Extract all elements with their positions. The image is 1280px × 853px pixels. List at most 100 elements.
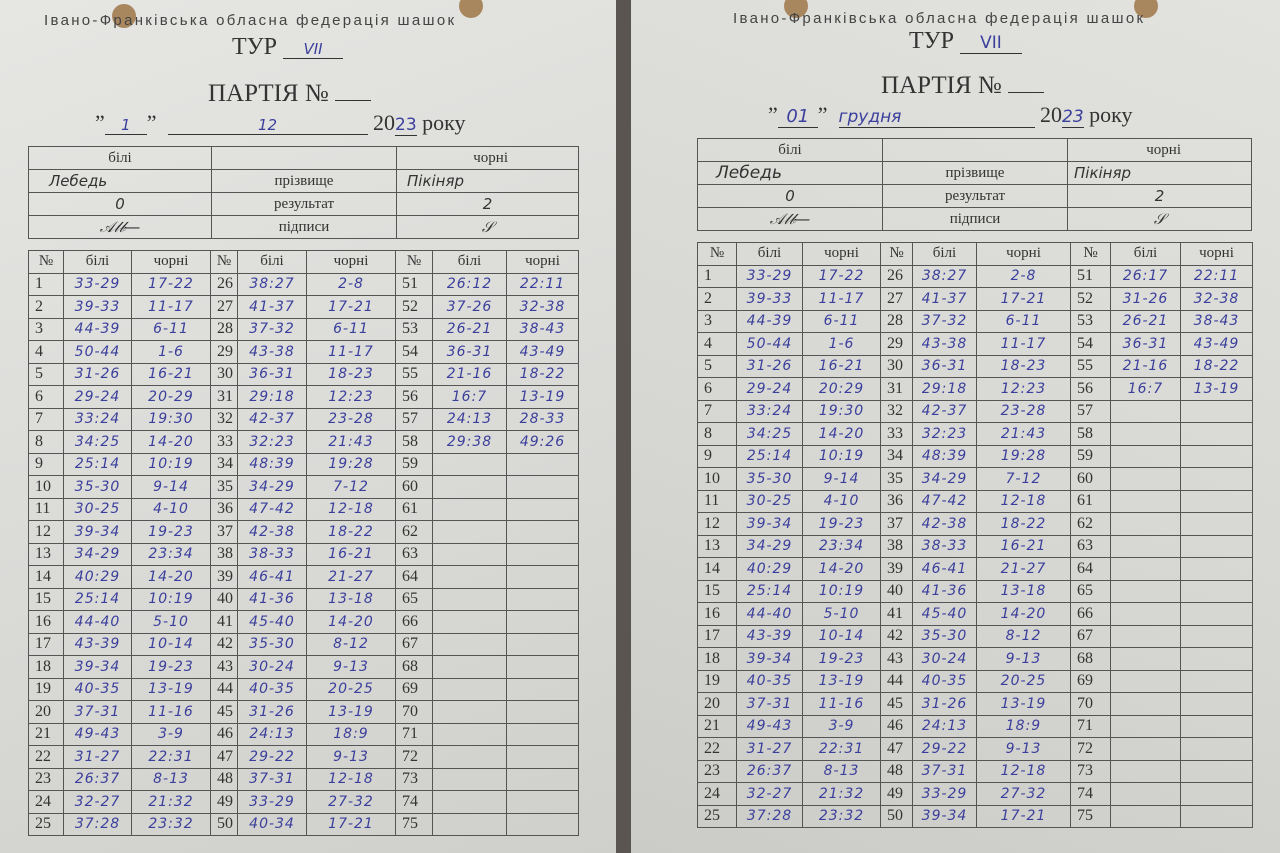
date-line: ” 01” грудня 2023 року: [768, 102, 1133, 128]
move-number: 21: [28, 722, 64, 746]
black-move: 6-11: [306, 317, 396, 341]
white-header: білі: [1110, 242, 1181, 266]
move-number: 50: [210, 812, 238, 836]
move-number: 33: [210, 430, 238, 454]
black-move: 17-21: [306, 812, 396, 836]
move-number: 19: [697, 669, 737, 693]
white-move: [432, 452, 507, 476]
white-result: 0: [697, 184, 883, 208]
black-header: чорні: [1067, 138, 1252, 162]
move-number: 31: [210, 385, 238, 409]
white-move: 31-27: [736, 737, 803, 761]
table-row: 9 25:14 10:19 34 48:39 19:28 59: [28, 452, 579, 476]
white-move: [1110, 467, 1181, 491]
black-move: 18-22: [1180, 354, 1253, 378]
white-move: 35-30: [736, 467, 803, 491]
move-number: 41: [880, 602, 913, 626]
move-number: 24: [28, 790, 64, 814]
black-move: 23:34: [131, 542, 211, 566]
move-number: 20: [28, 700, 64, 724]
move-number: 27: [880, 287, 913, 311]
black-move: 20-25: [306, 677, 396, 701]
white-move: [432, 520, 507, 544]
white-move: 39-34: [63, 520, 132, 544]
table-row: 7 33:24 19:30 32 42-37 23-28 57: [697, 399, 1253, 423]
move-number: 63: [1070, 534, 1111, 558]
black-move: 19-23: [802, 647, 881, 671]
move-number: 45: [210, 700, 238, 724]
table-row: 18 39-34 19-23 43 30-24 9-13 68: [697, 647, 1253, 671]
black-move: [506, 542, 579, 566]
move-number: 25: [28, 812, 64, 836]
black-header: чорні: [306, 250, 396, 274]
white-header: білі: [28, 146, 212, 170]
black-move: 38-43: [1180, 309, 1253, 333]
move-number: 58: [1070, 422, 1111, 446]
move-number: 10: [28, 475, 64, 499]
move-number: 59: [395, 452, 433, 476]
black-move: [506, 520, 579, 544]
black-move: [506, 655, 579, 679]
black-move: [1180, 557, 1253, 581]
black-move: 9-14: [131, 475, 211, 499]
white-move: 45-40: [912, 602, 977, 626]
black-move: 14-20: [131, 430, 211, 454]
white-move: 29-22: [912, 737, 977, 761]
table-row: 15 25:14 10:19 40 41-36 13-18 65: [697, 579, 1253, 603]
date-day: 1: [104, 116, 147, 135]
table-row: 22 31-27 22:31 47 29-22 9-13 72: [28, 745, 579, 769]
table-row: 21 49-43 3-9 46 24:13 18:9 71: [28, 722, 579, 746]
move-number: 15: [697, 579, 737, 603]
punch-hole: [112, 4, 136, 28]
white-move: 40-35: [912, 669, 977, 693]
black-move: 19:28: [306, 452, 396, 476]
move-number: 52: [395, 295, 433, 319]
white-move: 34-29: [736, 534, 803, 558]
black-move: 19:28: [976, 444, 1071, 468]
white-move: 34-29: [237, 475, 307, 499]
black-move: 8-13: [802, 759, 881, 783]
white-result: 0: [28, 192, 212, 216]
white-signature: 𝒜𝓁𝒷—: [28, 215, 212, 239]
black-move: 22:11: [1180, 264, 1253, 288]
white-move: 42-37: [237, 407, 307, 431]
white-move: 38-33: [237, 542, 307, 566]
black-move: 32-38: [506, 295, 579, 319]
black-move: 18-22: [306, 520, 396, 544]
white-move: 41-36: [237, 587, 307, 611]
black-move: [1180, 602, 1253, 626]
black-move: [506, 632, 579, 656]
table-row: 14 40:29 14-20 39 46-41 21-27 64: [697, 557, 1253, 581]
black-move: 9-14: [802, 467, 881, 491]
move-number-header: №: [210, 250, 238, 274]
white-move: 26:12: [432, 272, 507, 296]
black-move: [1180, 692, 1253, 716]
black-move: [1180, 669, 1253, 693]
white-move: 44-40: [736, 602, 803, 626]
white-move: 24:13: [432, 407, 507, 431]
black-move: [1180, 647, 1253, 671]
result-label: результат: [882, 184, 1068, 208]
white-move: 49-43: [63, 722, 132, 746]
black-signature: 𝒮: [1067, 207, 1252, 231]
black-move: 11-17: [306, 340, 396, 364]
white-move: 37-31: [63, 700, 132, 724]
black-move: 20:29: [802, 377, 881, 401]
black-move: 6-11: [976, 309, 1071, 333]
black-move: [506, 677, 579, 701]
move-number: 11: [697, 489, 737, 513]
black-move: 23:34: [802, 534, 881, 558]
move-number: 24: [697, 782, 737, 806]
black-surname: Пікіняр: [396, 169, 579, 193]
white-move: 32-27: [63, 790, 132, 814]
black-move: [1180, 489, 1253, 513]
moves-table: № білі чорні № білі чорні № білі чорні 1 33-29 17-2…: [697, 242, 1253, 828]
black-move: 43-49: [506, 340, 579, 364]
white-move: 36-31: [912, 354, 977, 378]
move-number: 64: [395, 565, 433, 589]
table-row: 2 39-33 11-17 27 41-37 17-21 52 37-26 32-38: [28, 295, 579, 319]
white-move: 34:25: [736, 422, 803, 446]
white-move: 29:18: [237, 385, 307, 409]
move-number: 43: [880, 647, 913, 671]
federation-title: Івано-Франківська обласна федерація шашо…: [733, 10, 1146, 27]
